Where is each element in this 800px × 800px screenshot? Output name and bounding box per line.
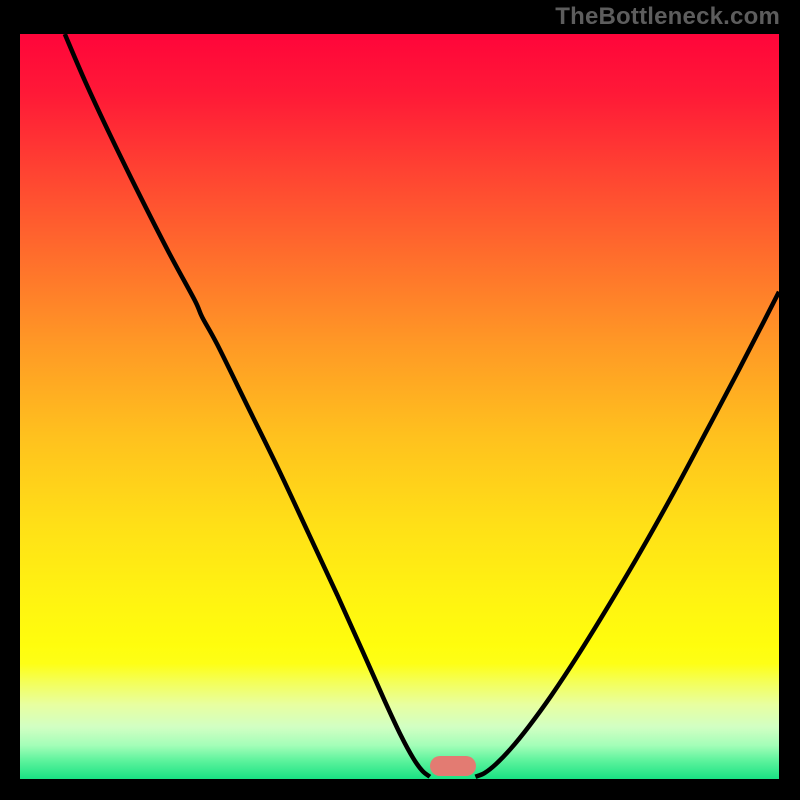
bottleneck-curve <box>20 34 779 779</box>
plot-area <box>20 34 779 779</box>
valley-marker-pill <box>430 756 476 776</box>
chart-canvas: { "attribution": { "text": "TheBottlenec… <box>0 0 800 800</box>
curve-left-branch <box>65 34 430 777</box>
attribution-watermark: TheBottleneck.com <box>555 3 780 31</box>
curve-right-branch <box>475 292 779 777</box>
